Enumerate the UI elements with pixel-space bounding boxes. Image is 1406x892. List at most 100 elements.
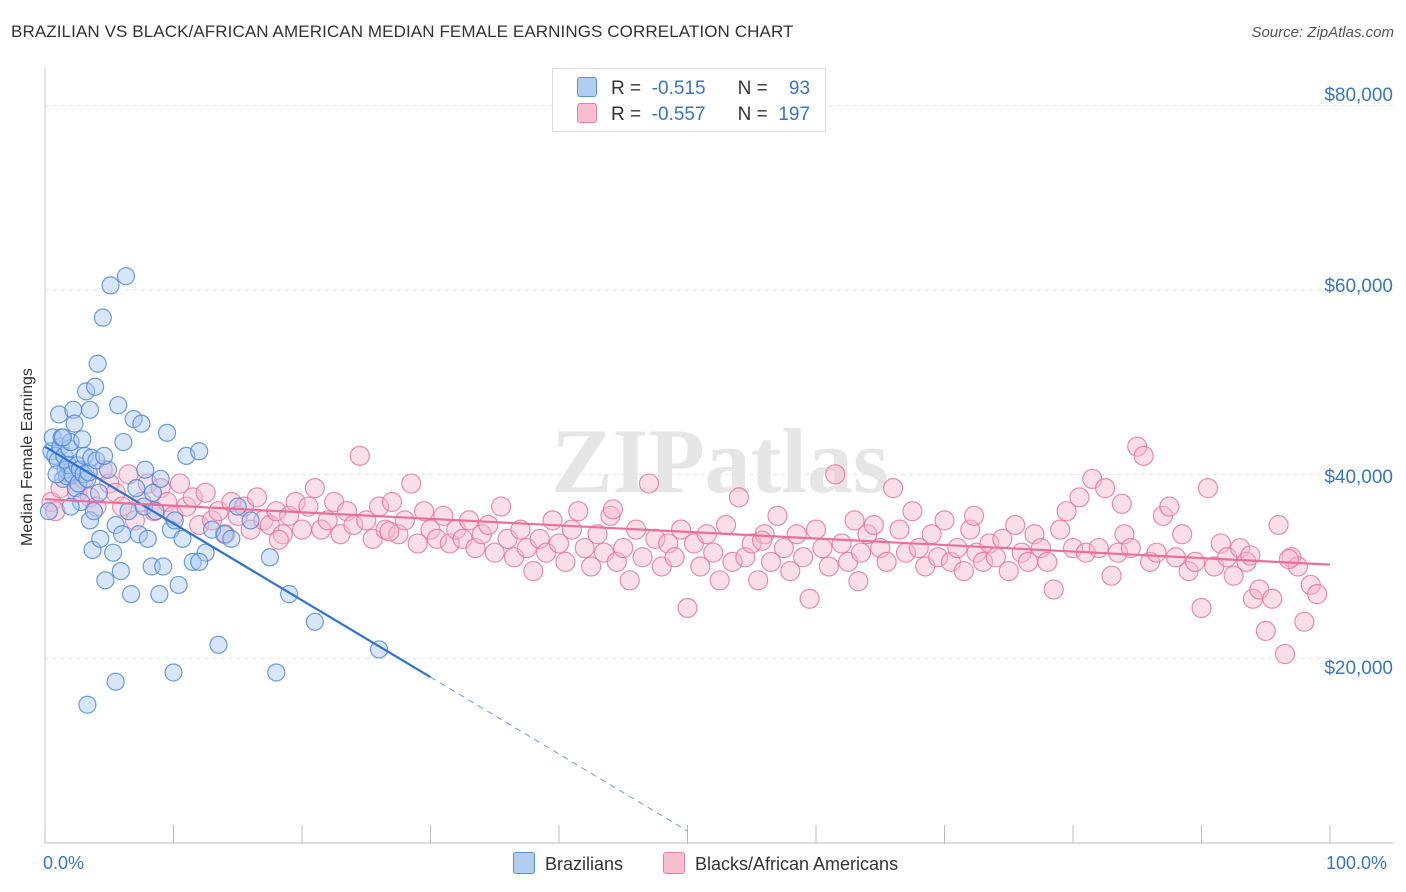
point-black [963, 505, 985, 526]
point-brazilian [370, 640, 389, 659]
point-brazilian [96, 571, 115, 590]
point-black [882, 478, 904, 499]
point-brazilian [116, 267, 136, 286]
point-brazilian [106, 672, 125, 691]
point-black [722, 551, 743, 572]
y-tick-label: $40,000 [1324, 467, 1393, 488]
point-black [889, 519, 910, 540]
point-brazilian [196, 543, 215, 562]
point-black [799, 588, 820, 609]
legend: R = -0.515 N = 93 R = -0.557 N = 197 [552, 68, 826, 132]
point-black [587, 524, 608, 545]
point-brazilian [150, 585, 169, 604]
point-black [1159, 496, 1180, 517]
point-brazilian [121, 585, 141, 604]
point-black [1043, 579, 1064, 600]
legend-swatch-brazilians [577, 77, 597, 97]
point-black [602, 499, 624, 520]
point-black [426, 528, 448, 549]
point-brazilian [84, 502, 103, 521]
point-brazilian [114, 432, 133, 452]
point-black [619, 570, 640, 591]
trend-line-brazilians-extension [430, 676, 688, 832]
point-black [574, 537, 595, 559]
series-brazilian-points [39, 267, 389, 714]
point-black [1111, 493, 1132, 514]
legend-n-value: 197 [778, 104, 811, 125]
point-black [169, 473, 191, 494]
point-black [1069, 487, 1090, 508]
point-brazilian [80, 400, 100, 419]
point-black [638, 473, 660, 494]
point-black [715, 514, 737, 536]
point-black [1223, 565, 1244, 586]
point-black [1101, 565, 1122, 586]
point-brazilian [215, 525, 234, 544]
point-black [632, 547, 653, 568]
bottom-legend-label: Blacks/African Americans [695, 854, 899, 874]
y-tick-label: $20,000 [1324, 658, 1393, 679]
point-brazilian [169, 575, 188, 595]
point-brazilian [190, 552, 209, 571]
point-black [407, 533, 428, 554]
point-brazilian [104, 543, 123, 562]
point-brazilian [77, 382, 96, 401]
point-black [751, 530, 773, 551]
legend-swatch-black [577, 103, 597, 123]
point-brazilian [127, 479, 146, 498]
point-brazilian [112, 525, 132, 544]
point-black [1255, 620, 1276, 642]
point-black [677, 597, 698, 619]
legend-r-label: R = [611, 104, 642, 125]
point-brazilian [154, 557, 173, 576]
point-brazilian [61, 497, 80, 516]
point-black [670, 519, 692, 540]
point-black [304, 478, 325, 499]
point-black [1197, 478, 1219, 499]
point-black [876, 551, 897, 572]
point-brazilian [267, 663, 286, 682]
point-black [484, 542, 505, 563]
bottom-legend-label: Brazilians [545, 854, 624, 874]
point-brazilian [65, 414, 84, 433]
point-black [1120, 537, 1141, 559]
point-black [413, 501, 435, 522]
point-black [581, 556, 602, 577]
point-black [394, 510, 415, 531]
point-black [1056, 501, 1077, 522]
point-brazilian [80, 511, 100, 530]
bottom-legend-swatch [663, 852, 685, 874]
point-black [927, 547, 949, 568]
y-axis-label: Median Female Earnings [19, 368, 36, 546]
point-brazilian [222, 529, 241, 548]
point-brazilian [60, 439, 79, 458]
point-black [780, 561, 801, 582]
point-brazilian [111, 562, 130, 581]
point-black [812, 537, 833, 559]
point-black [831, 533, 852, 554]
axes [44, 68, 1393, 844]
point-black [1133, 445, 1154, 466]
point-black [491, 496, 512, 517]
x-tick-label-max: 100.0% [1326, 853, 1388, 873]
point-black [953, 561, 974, 582]
point-black [268, 529, 289, 550]
point-brazilian [101, 276, 120, 295]
point-black [818, 556, 839, 577]
point-black [728, 487, 750, 508]
point-black [1050, 519, 1071, 540]
point-brazilian [136, 460, 155, 479]
point-brazilian [157, 423, 177, 442]
x-tick-label-min: 0.0% [43, 853, 85, 873]
point-brazilian [151, 469, 170, 489]
point-black [825, 464, 846, 485]
point-brazilian [93, 308, 112, 327]
point-black [947, 537, 968, 559]
point-black [793, 547, 814, 568]
point-brazilian [305, 612, 324, 631]
point-black [246, 487, 268, 508]
point-black [767, 505, 788, 526]
point-black [848, 571, 869, 592]
point-black [555, 551, 576, 572]
point-black [478, 514, 499, 536]
